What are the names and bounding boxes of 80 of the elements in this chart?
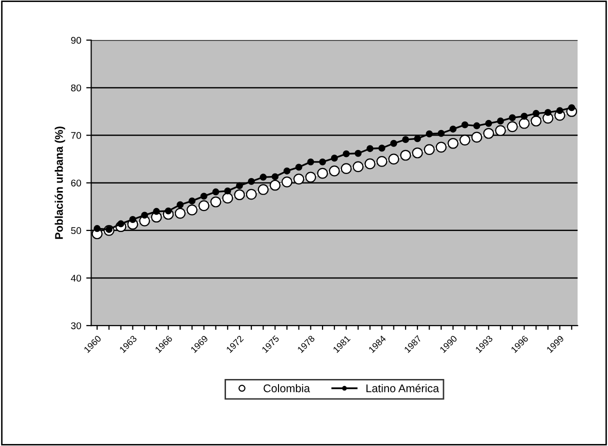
point	[340, 163, 352, 174]
point	[317, 168, 328, 179]
point	[520, 112, 528, 120]
point	[222, 192, 234, 204]
point	[556, 107, 564, 114]
point	[164, 207, 172, 214]
point	[497, 118, 504, 124]
point	[248, 178, 255, 185]
point	[378, 144, 386, 152]
point	[532, 110, 540, 117]
legend-label: Latino América	[366, 384, 440, 392]
point	[246, 188, 257, 200]
point	[448, 138, 458, 149]
point	[400, 150, 411, 161]
point	[260, 174, 267, 181]
point	[412, 147, 423, 158]
point	[129, 216, 136, 223]
point	[176, 201, 184, 208]
point	[461, 121, 468, 128]
point	[94, 225, 101, 232]
point	[295, 164, 302, 171]
point	[198, 200, 210, 212]
point	[319, 158, 326, 166]
point	[366, 145, 374, 152]
point	[473, 122, 480, 130]
point	[272, 173, 279, 180]
point	[305, 172, 316, 183]
point	[508, 114, 516, 122]
point	[364, 158, 376, 170]
point	[342, 150, 350, 158]
point	[402, 136, 410, 144]
point	[141, 212, 148, 219]
point	[424, 144, 435, 155]
point	[293, 174, 304, 184]
point	[234, 189, 245, 200]
point	[354, 150, 362, 157]
point	[544, 108, 552, 116]
point	[224, 187, 232, 194]
point	[518, 118, 530, 129]
y-axis-title: Población urbana (%)	[54, 126, 66, 239]
point	[450, 126, 457, 133]
point	[388, 154, 400, 164]
point	[438, 130, 445, 137]
point	[152, 208, 160, 215]
point	[328, 166, 340, 176]
point	[352, 161, 364, 172]
point	[212, 188, 220, 196]
y-tick-label: 60	[71, 180, 82, 186]
point	[459, 134, 470, 146]
y-tick-label: 80	[71, 84, 82, 92]
point	[495, 125, 506, 136]
point	[530, 116, 542, 126]
point	[200, 192, 208, 200]
y-tick-label: 90	[71, 36, 82, 44]
y-tick-label: 30	[71, 322, 82, 330]
point	[568, 104, 576, 112]
point	[210, 196, 222, 208]
y-tick-label: 70	[71, 132, 82, 139]
point	[330, 154, 338, 162]
legend-label: Colombia	[264, 384, 310, 392]
point	[283, 167, 290, 174]
point	[258, 184, 269, 195]
point	[282, 176, 292, 188]
point	[483, 128, 494, 139]
point	[174, 208, 186, 219]
point	[188, 197, 196, 204]
point	[436, 142, 447, 153]
point	[307, 158, 314, 166]
y-tick-label: 50	[71, 227, 82, 234]
point	[186, 204, 198, 216]
point	[376, 156, 388, 167]
point	[426, 130, 433, 138]
point	[506, 121, 518, 132]
point	[414, 135, 421, 142]
point	[390, 140, 398, 147]
point	[471, 132, 482, 143]
point	[270, 180, 280, 191]
y-tick-label: 40	[70, 274, 82, 282]
point	[485, 120, 492, 127]
point	[236, 182, 243, 190]
